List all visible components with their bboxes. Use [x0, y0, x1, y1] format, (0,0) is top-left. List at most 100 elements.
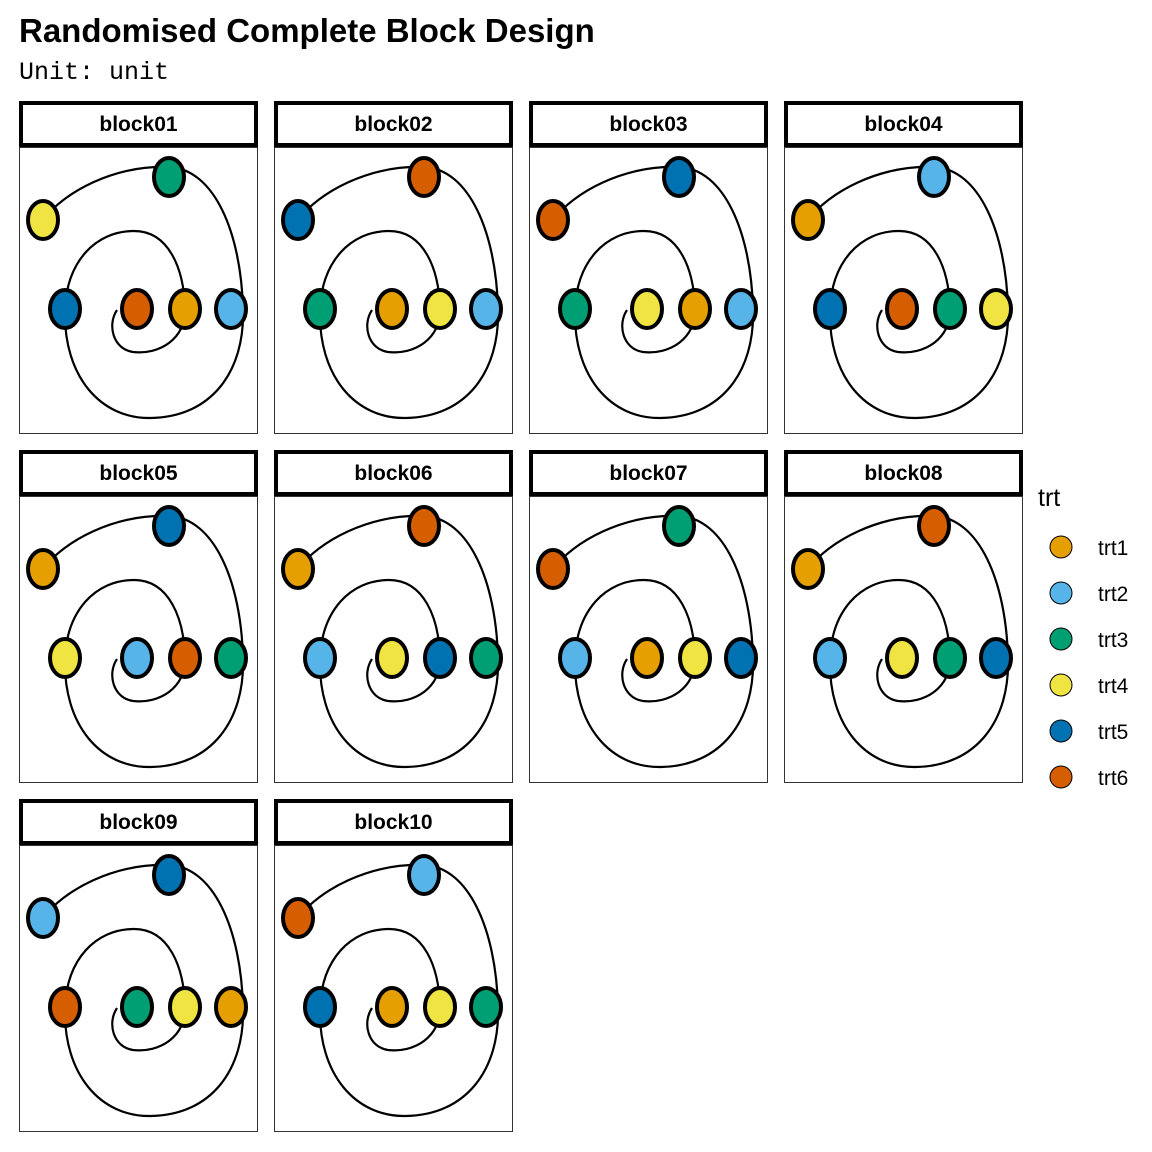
unit-4-trt3: [469, 986, 503, 1028]
legend-title: trt: [1038, 484, 1060, 512]
block-panel-block07: block07: [529, 450, 768, 783]
panel-label: block07: [609, 462, 687, 485]
unit-1-trt1: [630, 637, 664, 679]
unit-1-trt3: [120, 986, 154, 1028]
panel-strip: [784, 101, 1023, 147]
unit-3-trt4: [48, 637, 82, 679]
panel-strip: [19, 450, 258, 496]
block-panel-block05: block05: [19, 450, 258, 783]
unit-4-trt4: [979, 288, 1013, 330]
block-panel-block10: block10: [274, 799, 513, 1132]
legend-key-trt2: [1049, 581, 1073, 605]
unit-1-trt6: [120, 288, 154, 330]
legend-key-trt4: [1049, 673, 1073, 697]
unit-6-trt6: [407, 505, 441, 547]
unit-1-trt4: [375, 637, 409, 679]
unit-4-trt5: [724, 637, 758, 679]
block-panel-block02: block02: [274, 101, 513, 434]
unit-3-trt2: [813, 637, 847, 679]
unit-2-trt6: [168, 637, 202, 679]
unit-2-trt4: [168, 986, 202, 1028]
unit-5-trt1: [791, 199, 825, 241]
unit-3-trt2: [303, 637, 337, 679]
unit-4-trt3: [469, 637, 503, 679]
unit-3-trt2: [558, 637, 592, 679]
unit-4-trt2: [214, 288, 248, 330]
subtitle-value: unit: [109, 58, 170, 87]
unit-2-trt3: [933, 288, 967, 330]
unit-4-trt2: [469, 288, 503, 330]
unit-5-trt4: [26, 199, 60, 241]
unit-5-trt1: [281, 548, 315, 590]
unit-1-trt2: [120, 637, 154, 679]
unit-6-trt5: [152, 854, 186, 896]
unit-2-trt4: [423, 986, 457, 1028]
unit-5-trt6: [281, 897, 315, 939]
panel-strip: [784, 450, 1023, 496]
panel-label: block05: [99, 462, 178, 485]
unit-6-trt2: [917, 156, 951, 198]
unit-6-trt5: [662, 156, 696, 198]
legend-label-trt4: trt4: [1098, 675, 1129, 698]
panel-label: block02: [354, 113, 432, 136]
panel-label: block08: [864, 462, 943, 485]
legend-key-trt3: [1049, 627, 1073, 651]
unit-2-trt1: [678, 288, 712, 330]
unit-4-trt1: [214, 986, 248, 1028]
legend-key-trt5: [1049, 719, 1073, 743]
panel-label: block10: [354, 811, 432, 834]
unit-1-trt1: [375, 288, 409, 330]
legend: trt trt1 trt2 trt3 trt4 trt5 trt6: [1038, 484, 1129, 790]
panel-strip: [529, 101, 768, 147]
unit-5-trt6: [536, 548, 570, 590]
legend-label-trt3: trt3: [1098, 629, 1128, 652]
panel-strip: [19, 799, 258, 845]
block-panel-block04: block04: [784, 101, 1023, 434]
legend-label-trt1: trt1: [1098, 537, 1128, 560]
block-panel-block03: block03: [529, 101, 768, 434]
block-panel-block06: block06: [274, 450, 513, 783]
unit-6-trt6: [407, 156, 441, 198]
unit-3-trt3: [303, 288, 337, 330]
unit-4-trt5: [979, 637, 1013, 679]
panel-label: block06: [354, 462, 432, 485]
unit-2-trt1: [168, 288, 202, 330]
unit-3-trt5: [303, 986, 337, 1028]
unit-4-trt2: [724, 288, 758, 330]
unit-6-trt6: [917, 505, 951, 547]
unit-2-trt5: [423, 637, 457, 679]
unit-1-trt4: [630, 288, 664, 330]
block-panel-block01: block01: [19, 101, 258, 434]
unit-2-trt4: [678, 637, 712, 679]
unit-5-trt2: [26, 897, 60, 939]
unit-6-trt2: [407, 854, 441, 896]
unit-5-trt1: [791, 548, 825, 590]
unit-6-trt5: [152, 505, 186, 547]
subtitle-prefix: Unit:: [19, 58, 95, 87]
legend-key-trt6: [1049, 765, 1073, 789]
unit-2-trt4: [423, 288, 457, 330]
unit-3-trt5: [813, 288, 847, 330]
legend-key-trt1: [1049, 535, 1073, 559]
block-panel-block08: block08: [784, 450, 1023, 783]
panel-strip: [274, 101, 513, 147]
page-title: Randomised Complete Block Design: [19, 12, 595, 49]
unit-5-trt6: [536, 199, 570, 241]
panel-strip: [19, 101, 258, 147]
panel-strip: [529, 450, 768, 496]
unit-6-trt3: [662, 505, 696, 547]
unit-6-trt3: [152, 156, 186, 198]
unit-3-trt5: [48, 288, 82, 330]
legend-label-trt6: trt6: [1098, 767, 1128, 790]
panel-label: block04: [864, 113, 943, 136]
unit-5-trt5: [281, 199, 315, 241]
panel-label: block09: [99, 811, 177, 834]
legend-label-trt2: trt2: [1098, 583, 1128, 606]
panel-label: block01: [99, 113, 178, 136]
legend-label-trt5: trt5: [1098, 721, 1128, 744]
page-subtitle: Unit: unit: [19, 58, 169, 87]
panel-label: block03: [609, 113, 687, 136]
unit-3-trt6: [48, 986, 82, 1028]
block-panel-block09: block09: [19, 799, 258, 1132]
